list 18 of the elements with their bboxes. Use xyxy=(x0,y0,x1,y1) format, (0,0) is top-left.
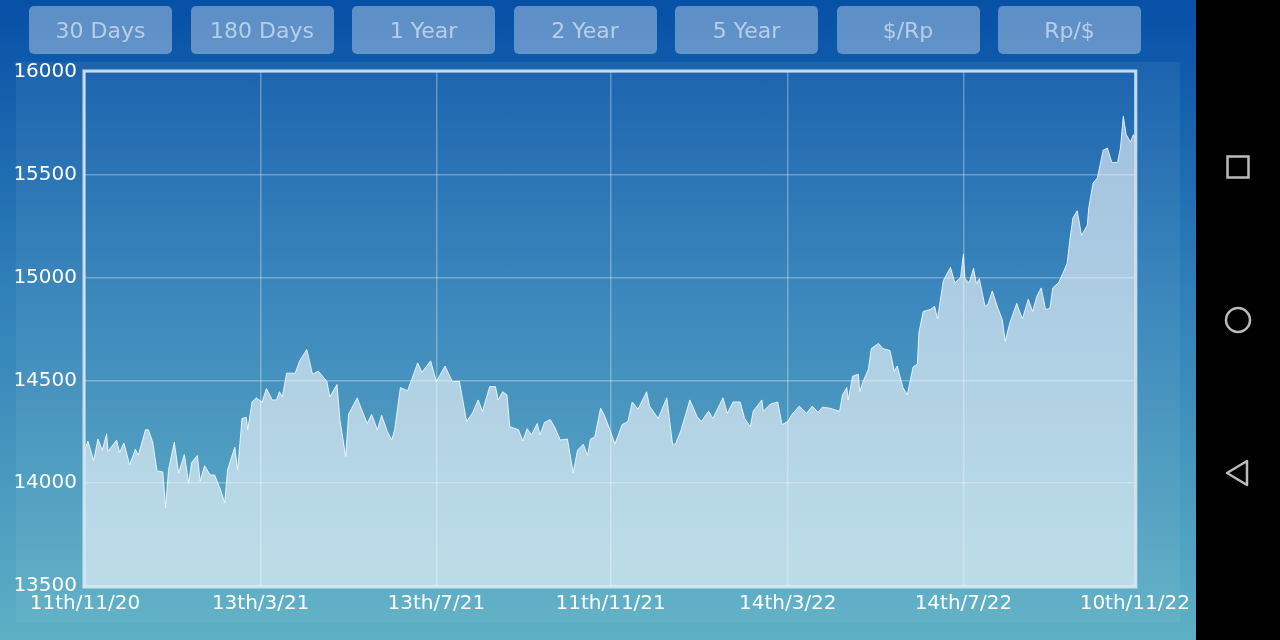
x-tick-label: 14th/7/22 xyxy=(914,590,1013,615)
x-tick-label: 10th/11/22 xyxy=(1079,590,1190,615)
y-tick-label: 15500 xyxy=(13,161,77,185)
text: 30 Days xyxy=(29,6,172,54)
text: 2 Year xyxy=(513,6,657,54)
y-tick-label: 14000 xyxy=(13,469,77,494)
x-tick-label: 13th/3/21 xyxy=(211,590,310,615)
x-tick-label: 13th/7/21 xyxy=(387,590,486,615)
y-tick-label: 15000 xyxy=(13,263,77,288)
text: 1 Year xyxy=(352,6,495,54)
y-tick-label: 14500 xyxy=(13,366,77,391)
text: 5 Year xyxy=(675,6,818,54)
x-tick-label: 14th/3/22 xyxy=(738,590,837,615)
y-tick-label: 16000 xyxy=(13,58,77,83)
text: Rp/$ xyxy=(998,6,1141,54)
text: $/Rp xyxy=(836,6,980,54)
x-tick-label: 11th/11/21 xyxy=(555,590,666,615)
text: 180 Days xyxy=(190,6,334,54)
